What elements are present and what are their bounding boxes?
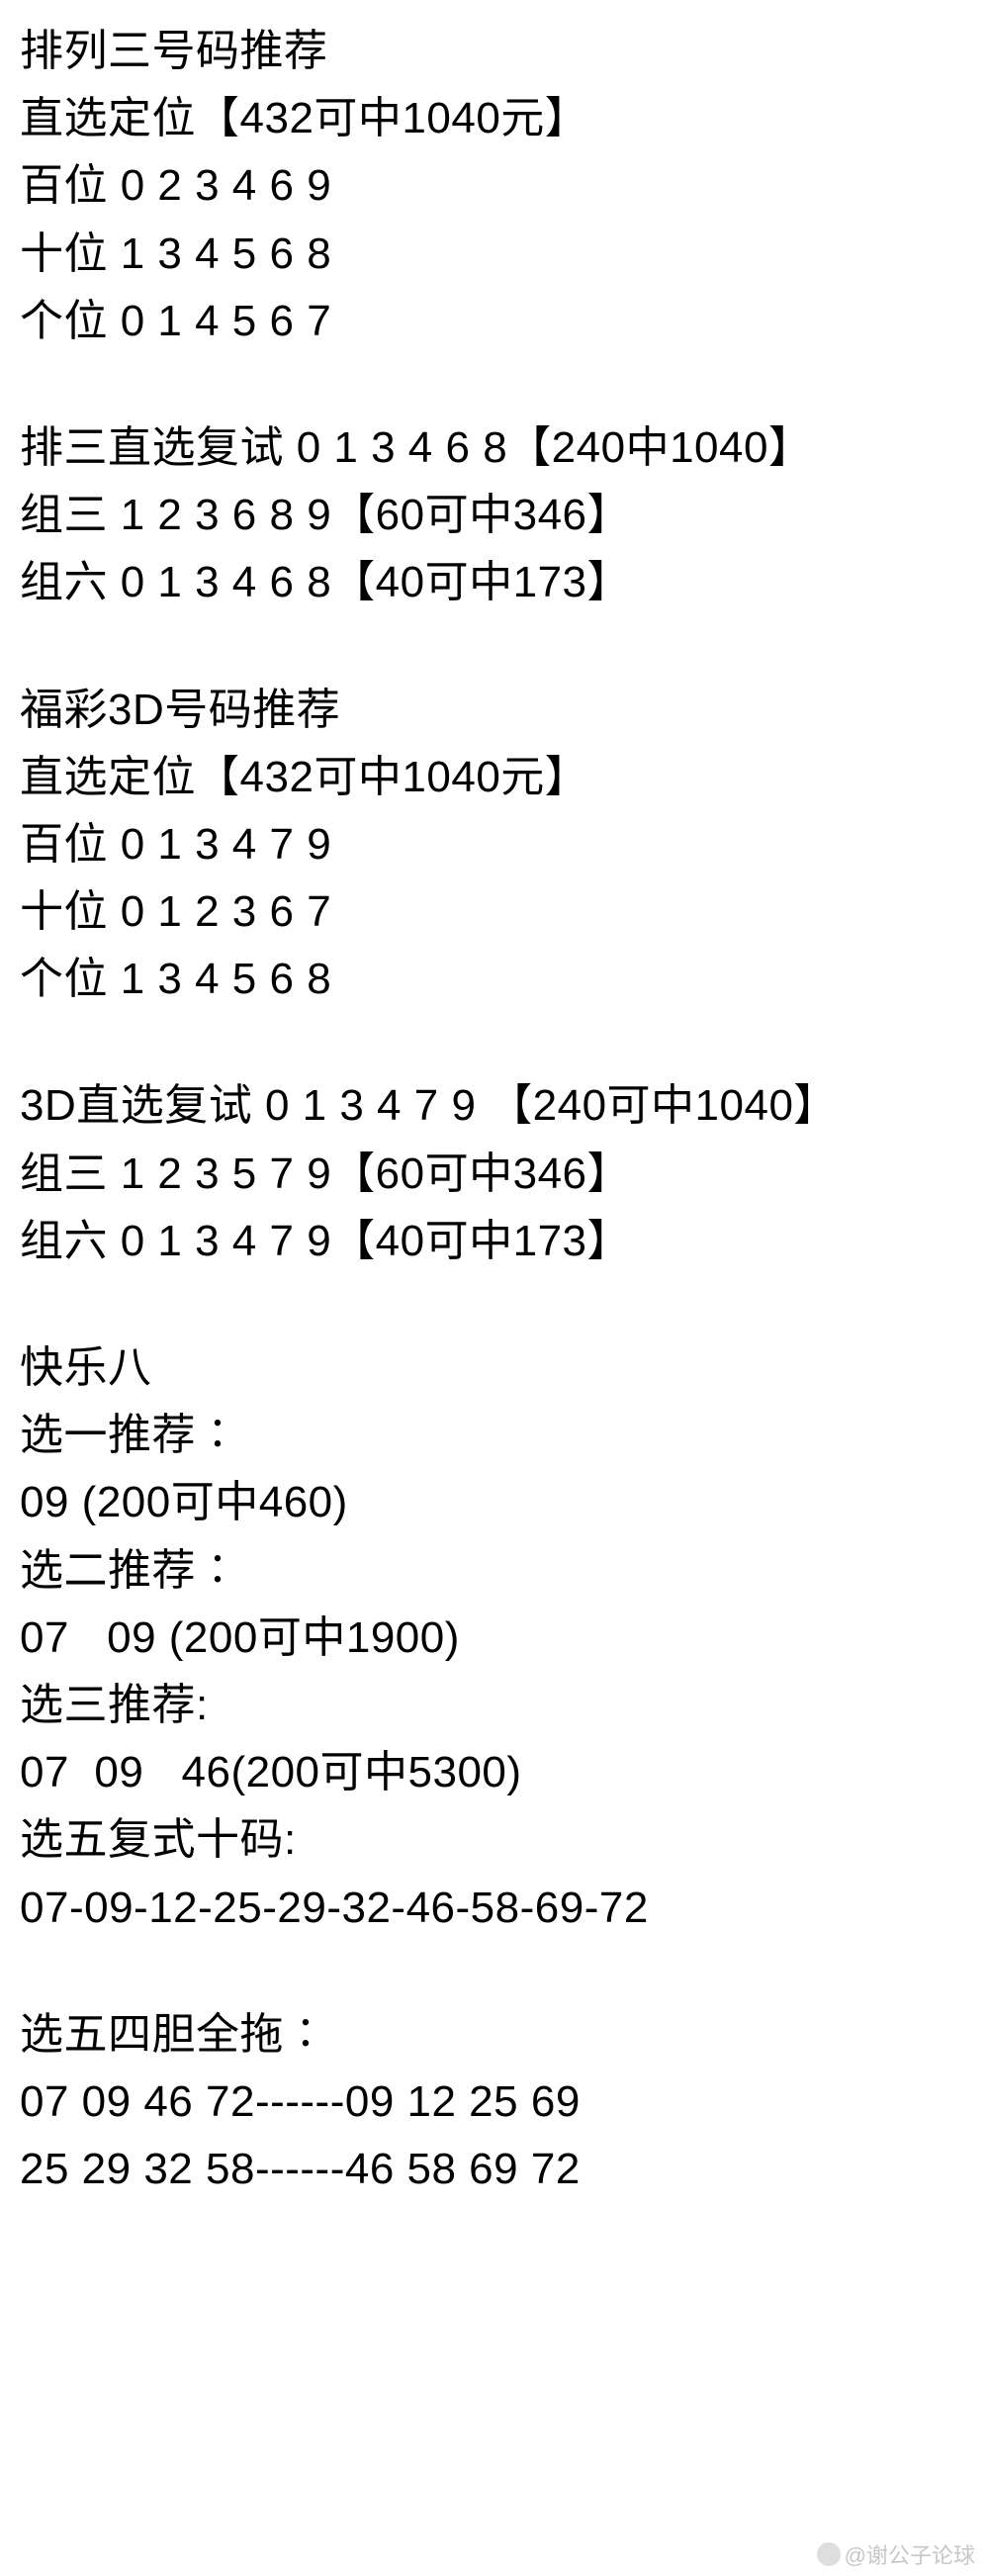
fc3d-direct-retest: 3D直选复试 0 1 3 4 7 9 【240可中1040】: [20, 1072, 967, 1140]
watermark: @谢公子论球: [817, 2538, 975, 2570]
fc3d-direct-position: 直选定位【432可中1040元】: [20, 744, 967, 811]
kl8-pick5-ten-label: 选五复式十码:: [20, 1806, 967, 1874]
kl8-pick5-drag-row2: 25 29 32 58------46 58 69 72: [20, 2136, 967, 2203]
section-gap: [20, 1013, 967, 1072]
kl8-pick5-ten-value: 07-09-12-25-29-32-46-58-69-72: [20, 1875, 967, 1942]
fc3d-tens: 十位 0 1 2 3 6 7: [20, 878, 967, 946]
kl8-pick1-label: 选一推荐∶: [20, 1402, 967, 1469]
p3-group3: 组三 1 2 3 6 8 9【60可中346】: [20, 482, 967, 549]
p3-title: 排列三号码推荐: [20, 18, 967, 85]
p3-group6: 组六 0 1 3 4 6 8【40可中173】: [20, 549, 967, 616]
kl8-pick3-value: 07 09 46(200可中5300): [20, 1739, 967, 1806]
document-body: 排列三号码推荐 直选定位【432可中1040元】 百位 0 2 3 4 6 9 …: [20, 18, 967, 2203]
kl8-pick2-label: 选二推荐∶: [20, 1537, 967, 1605]
kl8-title: 快乐八: [20, 1334, 967, 1402]
watermark-icon: [817, 2542, 841, 2566]
fc3d-group3: 组三 1 2 3 5 7 9【60可中346】: [20, 1141, 967, 1208]
p3-direct-position: 直选定位【432可中1040元】: [20, 85, 967, 152]
kl8-pick1-value: 09 (200可中460): [20, 1469, 967, 1536]
kl8-pick2-value: 07 09 (200可中1900): [20, 1605, 967, 1672]
p3-hundreds: 百位 0 2 3 4 6 9: [20, 152, 967, 220]
section-gap: [20, 1942, 967, 2001]
p3-ones: 个位 0 1 4 5 6 7: [20, 288, 967, 355]
section-gap: [20, 617, 967, 677]
kl8-pick5-drag-label: 选五四胆全拖∶: [20, 2001, 967, 2069]
section-gap: [20, 1275, 967, 1334]
section-gap: [20, 355, 967, 414]
fc3d-title: 福彩3D号码推荐: [20, 677, 967, 744]
fc3d-group6: 组六 0 1 3 4 7 9【40可中173】: [20, 1208, 967, 1275]
fc3d-hundreds: 百位 0 1 3 4 7 9: [20, 811, 967, 878]
p3-direct-retest: 排三直选复试 0 1 3 4 6 8【240中1040】: [20, 414, 967, 482]
p3-tens: 十位 1 3 4 5 6 8: [20, 221, 967, 288]
fc3d-ones: 个位 1 3 4 5 6 8: [20, 946, 967, 1013]
watermark-text: @谢公子论球: [845, 2538, 975, 2570]
kl8-pick3-label: 选三推荐:: [20, 1672, 967, 1739]
kl8-pick5-drag-row1: 07 09 46 72------09 12 25 69: [20, 2069, 967, 2136]
